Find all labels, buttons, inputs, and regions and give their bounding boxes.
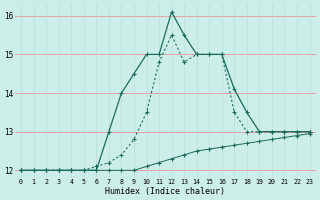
X-axis label: Humidex (Indice chaleur): Humidex (Indice chaleur) xyxy=(105,187,225,196)
